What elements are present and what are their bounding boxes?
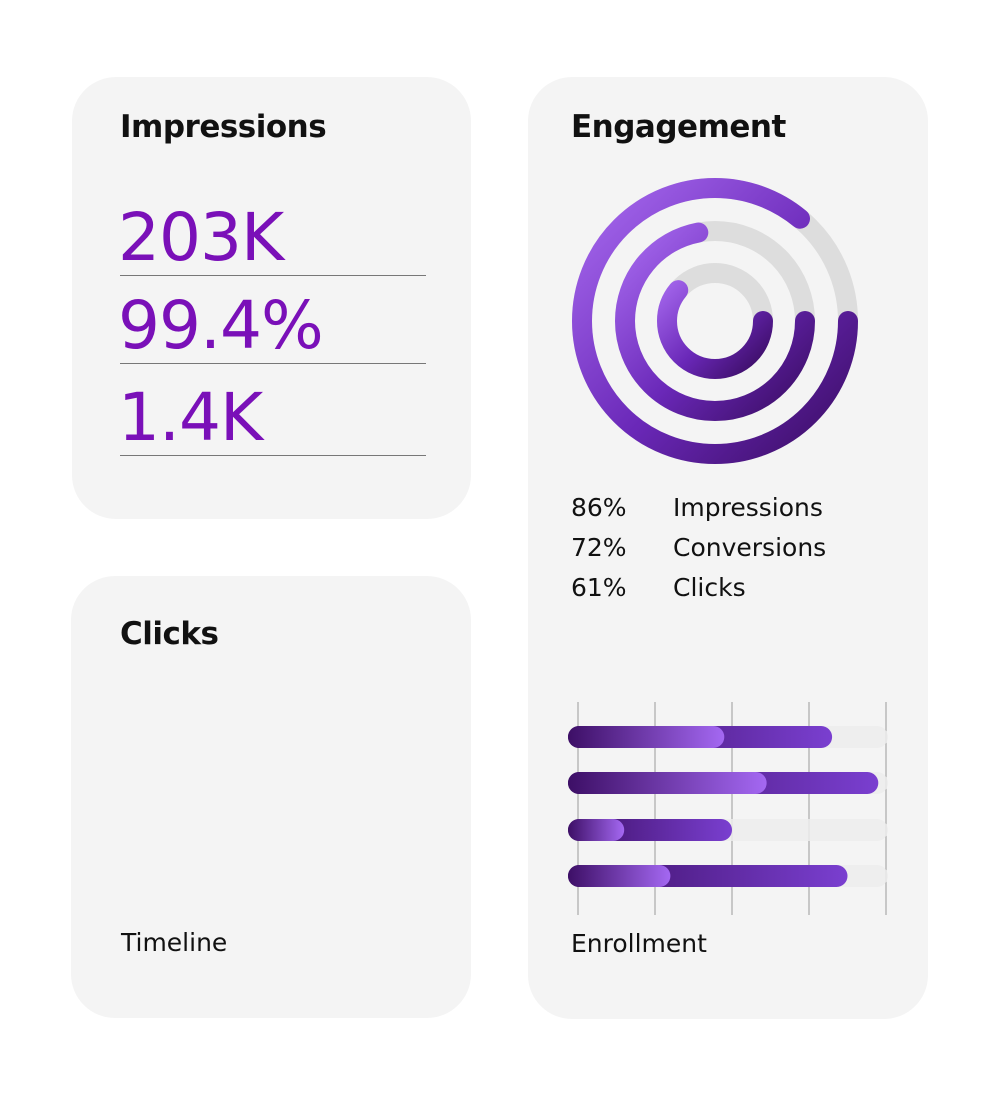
legend-percent: 86% bbox=[571, 493, 627, 522]
legend-label: Conversions bbox=[673, 533, 827, 562]
clicks-card: Clicks Timeline bbox=[71, 576, 471, 1018]
clicks-title: Clicks bbox=[120, 616, 219, 652]
enrollment-segment bbox=[568, 819, 625, 841]
enrollment-caption: Enrollment bbox=[571, 929, 707, 958]
impressions-card: Impressions 203K 99.4% 1.4K bbox=[72, 77, 471, 519]
metric-row: 203K bbox=[118, 188, 426, 276]
enrollment-segment bbox=[568, 726, 725, 748]
metric-value: 1.4K bbox=[118, 379, 263, 456]
legend-item: 72% Conversions bbox=[571, 533, 826, 562]
metric-value: 99.4% bbox=[118, 287, 324, 364]
legend-percent: 72% bbox=[571, 533, 627, 562]
enrollment-bar-chart bbox=[568, 702, 888, 915]
enrollment-segment bbox=[568, 772, 767, 794]
ring-arc bbox=[572, 178, 858, 464]
engagement-card: Engagement 86% Impressions 72% Conversions… bbox=[528, 77, 928, 1019]
legend-item: 61% Clicks bbox=[571, 573, 746, 602]
enrollment-segment bbox=[568, 865, 671, 887]
legend-label: Impressions bbox=[673, 493, 823, 522]
metric-row: 99.4% bbox=[118, 276, 426, 364]
engagement-title: Engagement bbox=[571, 109, 786, 145]
metric-row: 1.4K bbox=[118, 368, 426, 456]
ring-arc bbox=[657, 263, 773, 379]
engagement-rings-chart bbox=[572, 178, 858, 464]
legend-item: 86% Impressions bbox=[571, 493, 823, 522]
ring-arc bbox=[615, 221, 815, 421]
impressions-title: Impressions bbox=[120, 109, 327, 145]
clicks-caption: Timeline bbox=[121, 928, 228, 957]
metric-value: 203K bbox=[118, 199, 284, 276]
legend-label: Clicks bbox=[673, 573, 746, 602]
legend-percent: 61% bbox=[571, 573, 627, 602]
clicks-timeline-chart bbox=[121, 710, 425, 899]
